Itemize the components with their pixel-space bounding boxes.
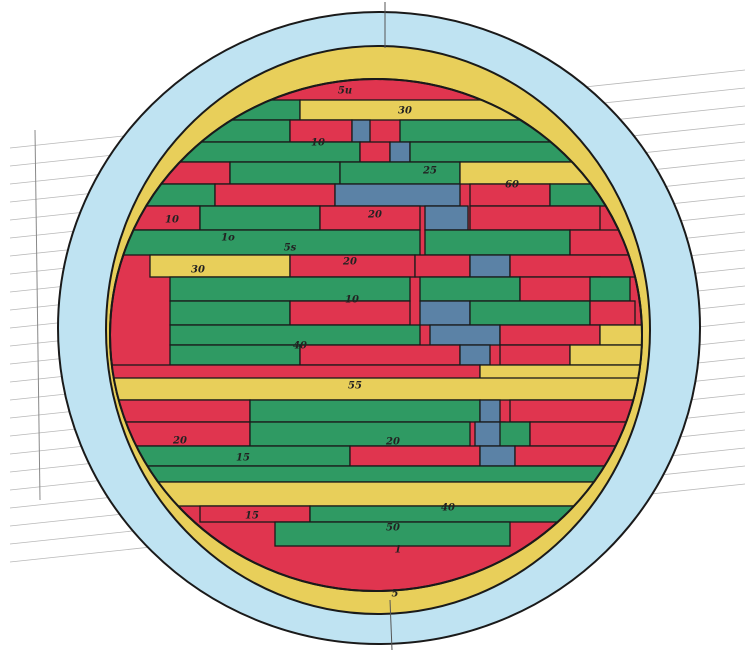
strip	[334, 183, 461, 207]
strip	[419, 276, 521, 302]
strip	[169, 276, 411, 302]
label: 10	[345, 295, 359, 306]
strip	[599, 324, 642, 346]
strip	[351, 119, 371, 143]
strip	[119, 229, 421, 256]
strip	[299, 344, 461, 366]
strip	[110, 465, 641, 483]
strip	[424, 205, 469, 231]
strip	[429, 324, 501, 346]
strip	[409, 141, 576, 163]
strip	[479, 399, 501, 423]
strip	[169, 300, 291, 326]
label: 30	[398, 106, 412, 117]
strip	[499, 324, 601, 346]
label: 5u	[338, 86, 352, 97]
strip	[499, 344, 571, 366]
label: 20	[367, 210, 382, 221]
label: 10	[165, 215, 179, 226]
strip	[229, 161, 341, 185]
label: 1o	[221, 233, 235, 244]
strip	[479, 445, 516, 467]
strip	[169, 344, 301, 366]
label: 50	[386, 523, 400, 534]
label: 40	[293, 341, 307, 352]
strip	[469, 254, 511, 278]
labels: 5u 30 10 25 60 20 10 1o 5s 30 20 10 40 5…	[165, 86, 519, 600]
strip	[249, 421, 471, 447]
strip	[389, 141, 411, 163]
label: 15	[245, 511, 259, 522]
strip	[589, 276, 631, 302]
strip	[509, 399, 641, 423]
strip	[569, 344, 642, 366]
axis-line	[389, 599, 393, 650]
label: 20	[342, 257, 357, 268]
label: 20	[172, 436, 187, 447]
strip	[214, 183, 336, 207]
strip	[199, 205, 321, 231]
strip	[499, 421, 531, 447]
strip	[519, 276, 601, 302]
strip	[459, 344, 491, 366]
axis-line	[34, 129, 41, 501]
label: 5s	[284, 243, 297, 254]
strip	[469, 300, 591, 326]
strip	[469, 205, 601, 231]
strip	[419, 300, 471, 326]
strip	[589, 300, 636, 326]
strip	[289, 300, 411, 326]
label: 30	[191, 265, 205, 276]
label: 5	[392, 589, 399, 600]
strip	[424, 229, 571, 256]
inner-outline	[109, 78, 643, 592]
label: 40	[441, 503, 455, 514]
label: 10	[311, 138, 325, 149]
label: 1	[395, 545, 402, 556]
strip	[414, 254, 471, 278]
label: 15	[236, 453, 250, 464]
label: 60	[505, 180, 519, 191]
strip	[149, 254, 291, 278]
strip	[249, 399, 481, 423]
strip	[509, 254, 641, 278]
label: 55	[348, 381, 362, 392]
strip	[349, 445, 481, 467]
label: 25	[422, 166, 437, 177]
strip	[274, 521, 511, 547]
strip	[110, 481, 642, 507]
strip	[359, 141, 391, 163]
label: 20	[385, 437, 400, 448]
strip	[110, 377, 642, 401]
strips	[110, 99, 642, 547]
strip	[339, 161, 461, 185]
